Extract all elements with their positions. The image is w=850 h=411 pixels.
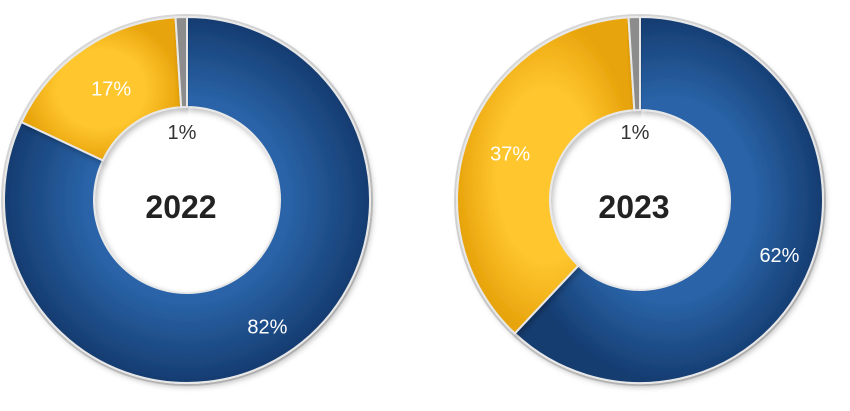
donut-slice-37-pct [456, 16, 636, 335]
slice-data-label: 82% [247, 317, 287, 339]
slice-data-label: 62% [759, 245, 799, 267]
donut-2022: 82% 17% 1% 2022 [1, 14, 373, 386]
slice-data-label: 1% [168, 122, 197, 144]
slice-data-label: 17% [91, 78, 131, 100]
slice-data-label: 1% [621, 122, 650, 144]
donut-slice-17-pct [20, 16, 183, 162]
slice-data-label: 37% [490, 143, 530, 165]
donut-slice-62-pct [513, 15, 824, 384]
donut-rim [454, 14, 826, 386]
donut-2023: 62% 37% 1% 2023 [454, 14, 826, 386]
donut-slice-1-pct [627, 15, 641, 112]
donut-center-label: 2023 [598, 189, 669, 225]
donut-slice-82-pct [3, 15, 371, 384]
donut-slice-1-pct [174, 15, 188, 109]
donut-rim [1, 14, 373, 386]
donut-center-label: 2022 [145, 189, 216, 225]
